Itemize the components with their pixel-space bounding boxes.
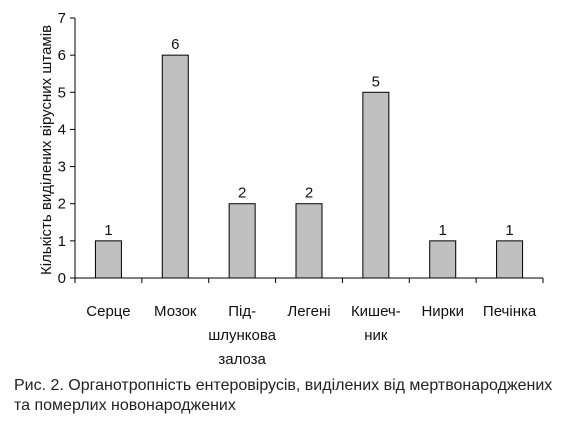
bar-0: [94, 240, 122, 279]
data-label-0: 1: [104, 222, 112, 239]
data-label-4: 5: [372, 73, 380, 90]
bar-chart: Кількість виділених вірусних штамів 0 1 2 3…: [38, 10, 544, 368]
data-label-6: 1: [505, 222, 513, 239]
y-tick-label-3: 3: [58, 159, 66, 176]
x-category-label-3-line-0: Легені: [287, 303, 330, 320]
x-axis-labels: Серце Мозок Під-шлункова залоза Легені Кишеч-…: [86, 303, 537, 368]
y-tick-label-0: 0: [58, 270, 66, 287]
bar-2: [228, 203, 256, 279]
x-category-label-2-line-1: шлункова: [208, 327, 276, 344]
x-category-label-4-line-1: ник: [364, 327, 388, 344]
x-axis-ticks: [74, 278, 544, 283]
bar-3: [295, 203, 323, 279]
y-tick-label-7: 7: [58, 10, 66, 27]
bar-4: [362, 91, 390, 279]
y-tick-label-4: 4: [58, 121, 66, 138]
x-category-label-6: Печінка: [483, 303, 537, 320]
x-category-label-0-line-0: Серце: [86, 303, 130, 320]
y-tick-label-5: 5: [58, 84, 66, 101]
x-category-label-0: Серце: [86, 303, 130, 320]
x-category-label-5-line-0: Нирки: [421, 303, 464, 320]
x-category-label-2-line-2: залоза: [218, 351, 266, 368]
x-category-label-1: Мозок: [154, 303, 197, 320]
bar-5: [429, 240, 457, 279]
data-labels: 1 6 2 2 5 1 1: [104, 36, 513, 239]
y-axis-label: Кількість виділених вірусних штамів: [38, 25, 55, 275]
x-category-label-2: Під-шлункова залоза: [208, 303, 276, 368]
figure-caption: Рис. 2. Органотропність ентеровірусів, в…: [14, 376, 574, 416]
y-tick-label-2: 2: [58, 196, 66, 213]
bar-1: [161, 54, 189, 279]
y-axis-ticks: 0 1 2 3 4 5 6 7: [58, 10, 75, 287]
x-category-label-1-line-0: Мозок: [154, 303, 197, 320]
x-category-label-3: Легені: [287, 303, 330, 320]
bars: [94, 54, 524, 279]
caption-line-1: Рис. 2. Органотропність ентеровірусів, в…: [14, 377, 553, 394]
y-tick-label-1: 1: [58, 233, 66, 250]
caption-line-2: та померлих новонароджених: [14, 397, 236, 414]
data-label-3: 2: [305, 185, 313, 202]
x-category-label-4-line-0: Кишеч-: [351, 303, 401, 320]
x-category-label-2-line-0: Під-: [228, 303, 256, 320]
bar-6: [496, 240, 524, 279]
data-label-2: 2: [238, 185, 246, 202]
data-label-5: 1: [439, 222, 447, 239]
x-category-label-5: Нирки: [421, 303, 464, 320]
x-category-label-6-line-0: Печінка: [483, 303, 537, 320]
y-tick-label-6: 6: [58, 47, 66, 64]
x-category-label-4: Кишеч-ник: [351, 303, 401, 344]
data-label-1: 6: [171, 36, 179, 53]
